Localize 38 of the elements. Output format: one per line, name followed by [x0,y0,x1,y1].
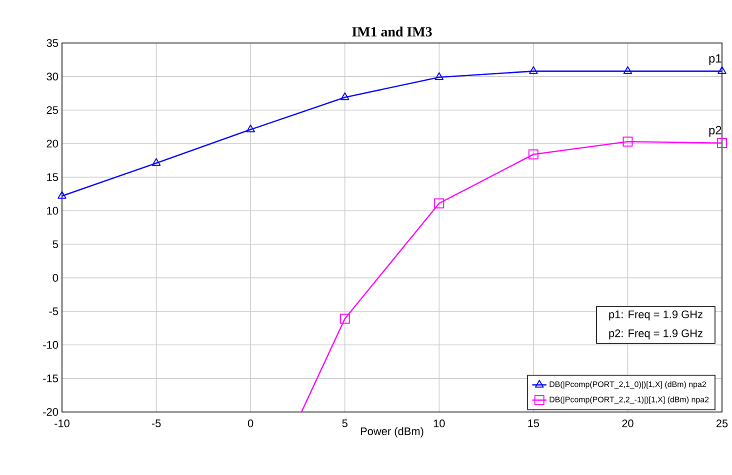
y-tick-label: 10 [47,206,58,215]
chart-title: IM1 and IM3 [352,26,432,37]
y-tick-label: -20 [43,408,58,416]
point [528,149,538,160]
point [152,158,161,166]
x-tick-label: 20 [622,420,634,428]
y-tick-label: 5 [52,240,58,248]
x-tick-label: 15 [528,420,540,428]
point [340,314,350,324]
x-tick-label: 25 [716,420,728,428]
y-tick-label: 0 [52,274,58,282]
annotation: p1: Freq = 1.9 GHz [609,310,702,320]
y-tick-label: -10 [43,341,58,349]
annotation: p2: Freq = 1.9 GHz [609,329,702,340]
point [529,66,538,74]
point [622,136,633,147]
x-tick-label: 5 [342,420,348,428]
y-tick-label: -15 [43,374,58,382]
annotation: p2 [709,126,722,137]
x-axis-title: Power (dBm) [360,427,424,438]
y-tick-label: 30 [46,72,58,80]
point [623,66,632,74]
x-tick-label: 10 [434,420,445,428]
point [434,72,444,80]
y-tick-label: 25 [46,106,58,114]
point [246,124,255,132]
x-tick-label: -5 [152,420,161,428]
y-tick-label: 15 [47,173,58,182]
x-tick-label: 0 [248,420,254,428]
y-tick-label: 20 [46,140,58,148]
y-tick-label: -5 [49,308,58,316]
annotation: p1 [709,54,722,65]
point [718,66,726,74]
point [434,198,444,208]
point [340,92,350,100]
y-tick-label: 35 [46,39,58,47]
point [58,190,66,199]
point [717,138,727,148]
